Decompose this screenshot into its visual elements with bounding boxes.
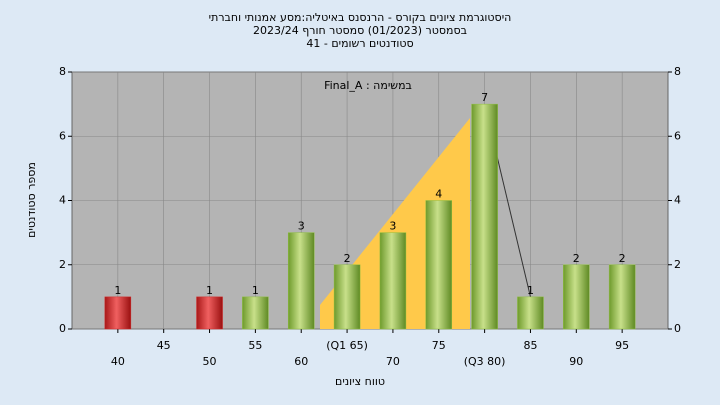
y-tick-label: 6 [674, 129, 681, 142]
bar [333, 264, 361, 330]
bar [287, 232, 315, 330]
x-tick-label: 60 [294, 355, 308, 368]
bar [196, 296, 223, 330]
y-tick-label: 2 [674, 258, 681, 271]
data-label: 2 [344, 252, 351, 265]
bar [379, 232, 407, 330]
data-label: 7 [481, 91, 488, 104]
y-tick-label: 2 [59, 258, 66, 271]
data-label: 4 [435, 188, 442, 201]
bar [517, 296, 544, 330]
y-tick-label: 6 [59, 129, 66, 142]
y-tick-label: 8 [674, 65, 681, 78]
x-tick-label: (Q3 80) [464, 355, 506, 368]
x-tick-label: 40 [111, 355, 125, 368]
x-axis-label: טווח ציונים [335, 375, 385, 388]
x-tick-label: (Q1 65) [326, 339, 368, 352]
data-label: 1 [252, 284, 259, 297]
x-tick-label: 85 [523, 339, 537, 352]
y-tick-label: 0 [674, 322, 681, 335]
y-tick-label: 0 [59, 322, 66, 335]
data-label: 2 [619, 252, 626, 265]
bar [471, 103, 498, 330]
bar [563, 264, 590, 330]
y-tick-label: 4 [59, 194, 66, 207]
chart-subtitle: בסמסטר (01/2023) סמסטר חורף 2023/24 [253, 24, 467, 37]
x-tick-label: 55 [248, 339, 262, 352]
bar [425, 200, 453, 330]
bar [242, 296, 269, 330]
x-tick-label: 95 [615, 339, 629, 352]
data-label: 1 [206, 284, 213, 297]
x-tick-label: 90 [569, 355, 583, 368]
x-tick-label: 70 [386, 355, 400, 368]
y-tick-label: 4 [674, 194, 681, 207]
chart-subtitle: סטודנטים רשומים - 41 [306, 37, 413, 50]
bar [104, 296, 132, 330]
x-tick-label: 75 [432, 339, 446, 352]
data-label: 2 [573, 252, 580, 265]
x-tick-label: 45 [157, 339, 171, 352]
data-label: 1 [527, 284, 534, 297]
annotation: Final_A : במשימה [324, 79, 412, 92]
y-axis-label: מספר סטודנטים [25, 162, 38, 238]
data-label: 3 [298, 220, 305, 233]
y-tick-label: 8 [59, 65, 66, 78]
data-label: 3 [389, 220, 396, 233]
bar [608, 264, 636, 330]
x-tick-label: 50 [203, 355, 217, 368]
data-label: 1 [114, 284, 121, 297]
chart-title: היסטוגרמת ציונים בקורס - הרנסנס באיטליה:… [209, 11, 512, 24]
